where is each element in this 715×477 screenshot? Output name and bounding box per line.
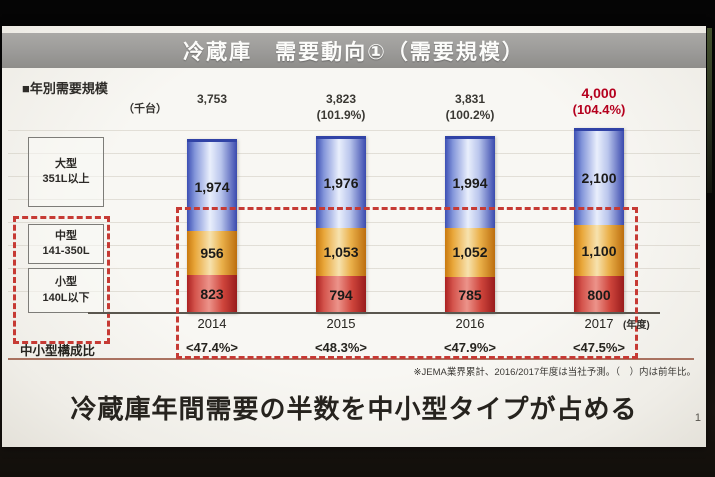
- yoy-value-2016: (100.2%): [445, 107, 495, 122]
- stacked-bar-2014: 1,974 956 823: [187, 139, 237, 313]
- segment-value-small-2014: 823: [200, 285, 224, 302]
- bar-segment-medium-2017: 1,100: [574, 225, 624, 276]
- composition-ratio-2014: <47.4%>: [185, 340, 239, 355]
- legend-small-name: 小型: [55, 276, 77, 289]
- bar-segment-large-2016: 1,994: [445, 135, 495, 229]
- yoy-value-2015: (101.9%): [316, 107, 366, 122]
- composition-ratio-2015: <48.3%>: [314, 340, 368, 355]
- legend-large-name: 大型: [55, 157, 77, 170]
- year-label-2015: 2015: [326, 316, 356, 331]
- segment-value-medium-2015: 1,053: [323, 243, 359, 260]
- slide-title: 冷蔵庫 需要動向①（需要規模）: [183, 40, 525, 64]
- segment-value-medium-2017: 1,100: [581, 242, 617, 259]
- bar-segment-small-2016: 785: [445, 276, 495, 313]
- screen-edge-glint: [707, 28, 712, 193]
- bar-segment-small-2017: 800: [574, 276, 624, 313]
- bar-segment-medium-2014: 956: [187, 230, 237, 275]
- segment-value-medium-2014: 956: [200, 244, 224, 261]
- legend-box-small: 小型 140L以下: [28, 268, 104, 313]
- legend-box-medium: 中型 141-350L: [28, 224, 104, 264]
- page-number: 1: [694, 412, 701, 424]
- year-label-2016: 2016: [455, 316, 485, 331]
- bar-segment-small-2014: 823: [187, 274, 237, 313]
- bar-segment-large-2015: 1,976: [316, 136, 366, 228]
- legend-box-large: 大型 351L以上: [28, 137, 104, 207]
- total-label-2014: 3,753: [157, 92, 267, 108]
- year-label-2017: 2017: [584, 316, 614, 331]
- legend-medium-name: 中型: [55, 229, 77, 242]
- total-value-2017: 4,000: [581, 85, 617, 101]
- segment-value-small-2017: 800: [587, 286, 611, 303]
- total-value-2014: 3,753: [196, 92, 228, 106]
- total-label-2016: 3,831 (100.2%): [415, 92, 525, 123]
- composition-ratio-2016: <47.9%>: [443, 340, 497, 355]
- footnote: ※JEMA業界累計、2016/2017年度は当社予測。（ ）内は前年比。: [413, 367, 696, 378]
- composition-ratio-2017: <47.5%>: [572, 340, 626, 355]
- axis-year-unit-label: (年度): [623, 320, 650, 331]
- divider-line: [8, 358, 694, 360]
- segment-value-large-2016: 1,994: [452, 175, 488, 192]
- stacked-bar-2015: 1,976 1,053 794: [316, 136, 366, 313]
- bar-segment-large-2017: 2,100: [574, 128, 624, 226]
- stacked-bar-2016: 1,994 1,052 785: [445, 135, 495, 313]
- bar-segment-medium-2016: 1,052: [445, 228, 495, 277]
- segment-value-large-2017: 2,100: [581, 170, 617, 187]
- stacked-bar-2017: 2,100 1,100 800: [574, 128, 624, 313]
- segment-value-small-2015: 794: [329, 286, 353, 303]
- x-axis-line: [88, 312, 660, 314]
- legend-small-range: 140L以下: [42, 291, 90, 304]
- slide-title-bar: 冷蔵庫 需要動向①（需要規模）: [2, 33, 706, 68]
- legend-large-range: 351L以上: [42, 173, 90, 185]
- year-label-2014: 2014: [197, 316, 227, 331]
- total-label-2017: 4,000 (104.4%): [544, 84, 654, 119]
- total-value-2015: 3,823: [325, 92, 357, 106]
- total-value-2016: 3,831: [454, 92, 486, 106]
- segment-value-large-2015: 1,976: [323, 175, 359, 192]
- total-label-2015: 3,823 (101.9%): [286, 92, 396, 123]
- chart-area: 3,753 1,974 956 823 2014 <47.4%> 3,823 (101.9%)…: [2, 26, 706, 447]
- segment-value-small-2016: 785: [458, 286, 482, 303]
- slide: 冷蔵庫 需要動向①（需要規模） ■年別需要規模 （千台） 大型 351L以上 中…: [2, 26, 706, 447]
- segment-value-large-2014: 1,974: [194, 178, 230, 195]
- bar-segment-large-2014: 1,974: [187, 139, 237, 231]
- bar-segment-small-2015: 794: [316, 276, 366, 313]
- unit-label: （千台）: [123, 103, 167, 115]
- key-message: 冷蔵庫年間需要の半数を中小型タイプが占める: [70, 395, 638, 424]
- bar-segment-medium-2015: 1,053: [316, 227, 366, 277]
- legend-medium-range: 141-350L: [42, 245, 90, 257]
- segment-value-medium-2016: 1,052: [452, 244, 488, 261]
- legend-medium-small-dashed-outline: [13, 216, 110, 344]
- composition-row-label: 中小型構成比: [20, 344, 96, 358]
- yoy-value-2017: (104.4%): [572, 102, 626, 118]
- section-label: ■年別需要規模: [22, 81, 108, 96]
